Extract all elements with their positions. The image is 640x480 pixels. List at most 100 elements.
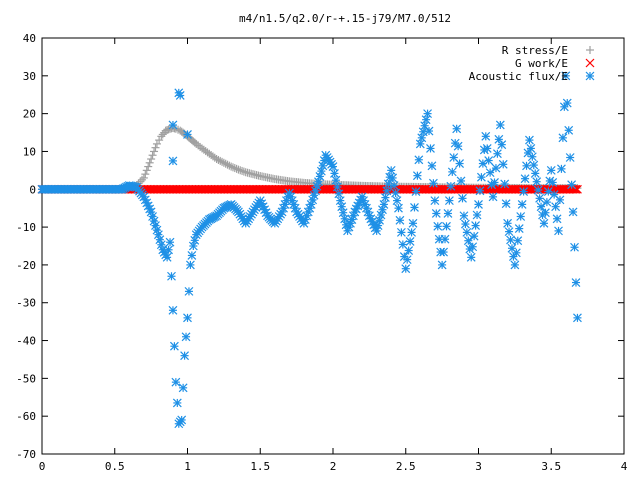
data-point [475,186,485,196]
data-point [167,271,176,281]
y-tick-label: -10 [16,221,36,234]
x-tick-label: 2 [330,460,337,473]
data-point [554,226,563,236]
data-point [503,218,513,228]
data-point [431,209,441,218]
data-point [414,155,424,165]
data-point [570,242,579,252]
data-point [238,166,247,175]
y-tick-label: 10 [23,145,36,158]
data-point [142,166,151,175]
data-point [555,195,565,205]
data-point [188,241,198,251]
data-point [437,260,447,270]
y-tick-label: -50 [16,372,36,385]
data-point [455,159,465,168]
data-point [218,157,227,166]
data-point [529,160,539,170]
data-point [152,139,161,148]
data-point [315,171,325,181]
data-point [401,264,411,274]
y-tick-label: -70 [16,448,36,461]
data-point [181,332,191,342]
data-point [331,175,341,185]
data-point [255,196,265,206]
legend-marker [585,58,595,68]
data-point [225,161,234,170]
data-point [517,199,527,209]
data-point [501,199,511,209]
data-point [141,170,150,179]
data-point [314,177,323,187]
data-point [180,351,190,361]
data-point [330,168,339,178]
data-point [184,286,194,296]
data-point [504,227,514,237]
data-point [379,199,389,209]
y-tick-label: -30 [16,297,36,310]
data-point [164,245,174,255]
data-point [411,187,421,196]
series-2 [37,71,582,429]
data-point [492,149,502,159]
data-point [396,227,406,237]
data-point [150,147,159,156]
data-point [565,153,575,162]
data-point [430,196,440,206]
axes: 0 0.5 1 1.5 2 2.5 3 3.5 4 -70 -60 -50 -40 -30 -20 -10 0 1… [16,32,628,473]
data-point [527,152,537,162]
data-point [185,260,195,270]
y-tick-label: 30 [23,70,36,83]
data-point [525,135,534,145]
data-point [177,415,187,425]
data-point [139,173,148,182]
x-tick-label: 3 [475,460,482,473]
data-point [488,192,498,202]
y-tick-label: 40 [23,32,36,45]
data-point [147,155,156,164]
data-point [171,377,181,387]
data-point [221,159,230,168]
chart-title: m4/n1.5/q2.0/r-+.15-j79/M7.0/512 [239,12,451,25]
x-tick-label: 0.5 [105,460,125,473]
data-point [168,305,178,315]
data-point [558,133,568,143]
data-point [495,120,505,130]
data-point [412,171,422,181]
data-point [481,131,491,141]
data-point [216,156,225,165]
data-point [466,252,476,262]
data-point [420,121,430,131]
plot-area [37,71,582,429]
data-point [156,240,166,250]
data-point [535,193,545,203]
data-point [484,156,494,165]
data-point [392,196,402,206]
data-point [497,140,507,150]
data-point [453,141,463,151]
data-point [338,208,348,218]
data-point [228,163,237,172]
data-point [165,237,175,247]
data-point [183,130,192,139]
data-point [395,215,405,225]
data-point [178,383,188,393]
data-point [510,260,520,270]
data-point [573,313,582,323]
data-point [498,159,508,169]
data-point [421,115,431,125]
data-point [426,144,435,153]
data-point [433,221,443,231]
data-point [410,203,419,212]
x-tick-label: 1.5 [250,460,270,473]
data-point [388,173,398,183]
y-tick-label: -20 [16,259,36,272]
data-point [520,174,530,184]
data-point [444,196,454,206]
data-point [337,202,347,212]
data-point [151,143,160,152]
x-tick-label: 2.5 [396,460,416,473]
data-point [536,202,546,212]
data-point [424,126,434,136]
